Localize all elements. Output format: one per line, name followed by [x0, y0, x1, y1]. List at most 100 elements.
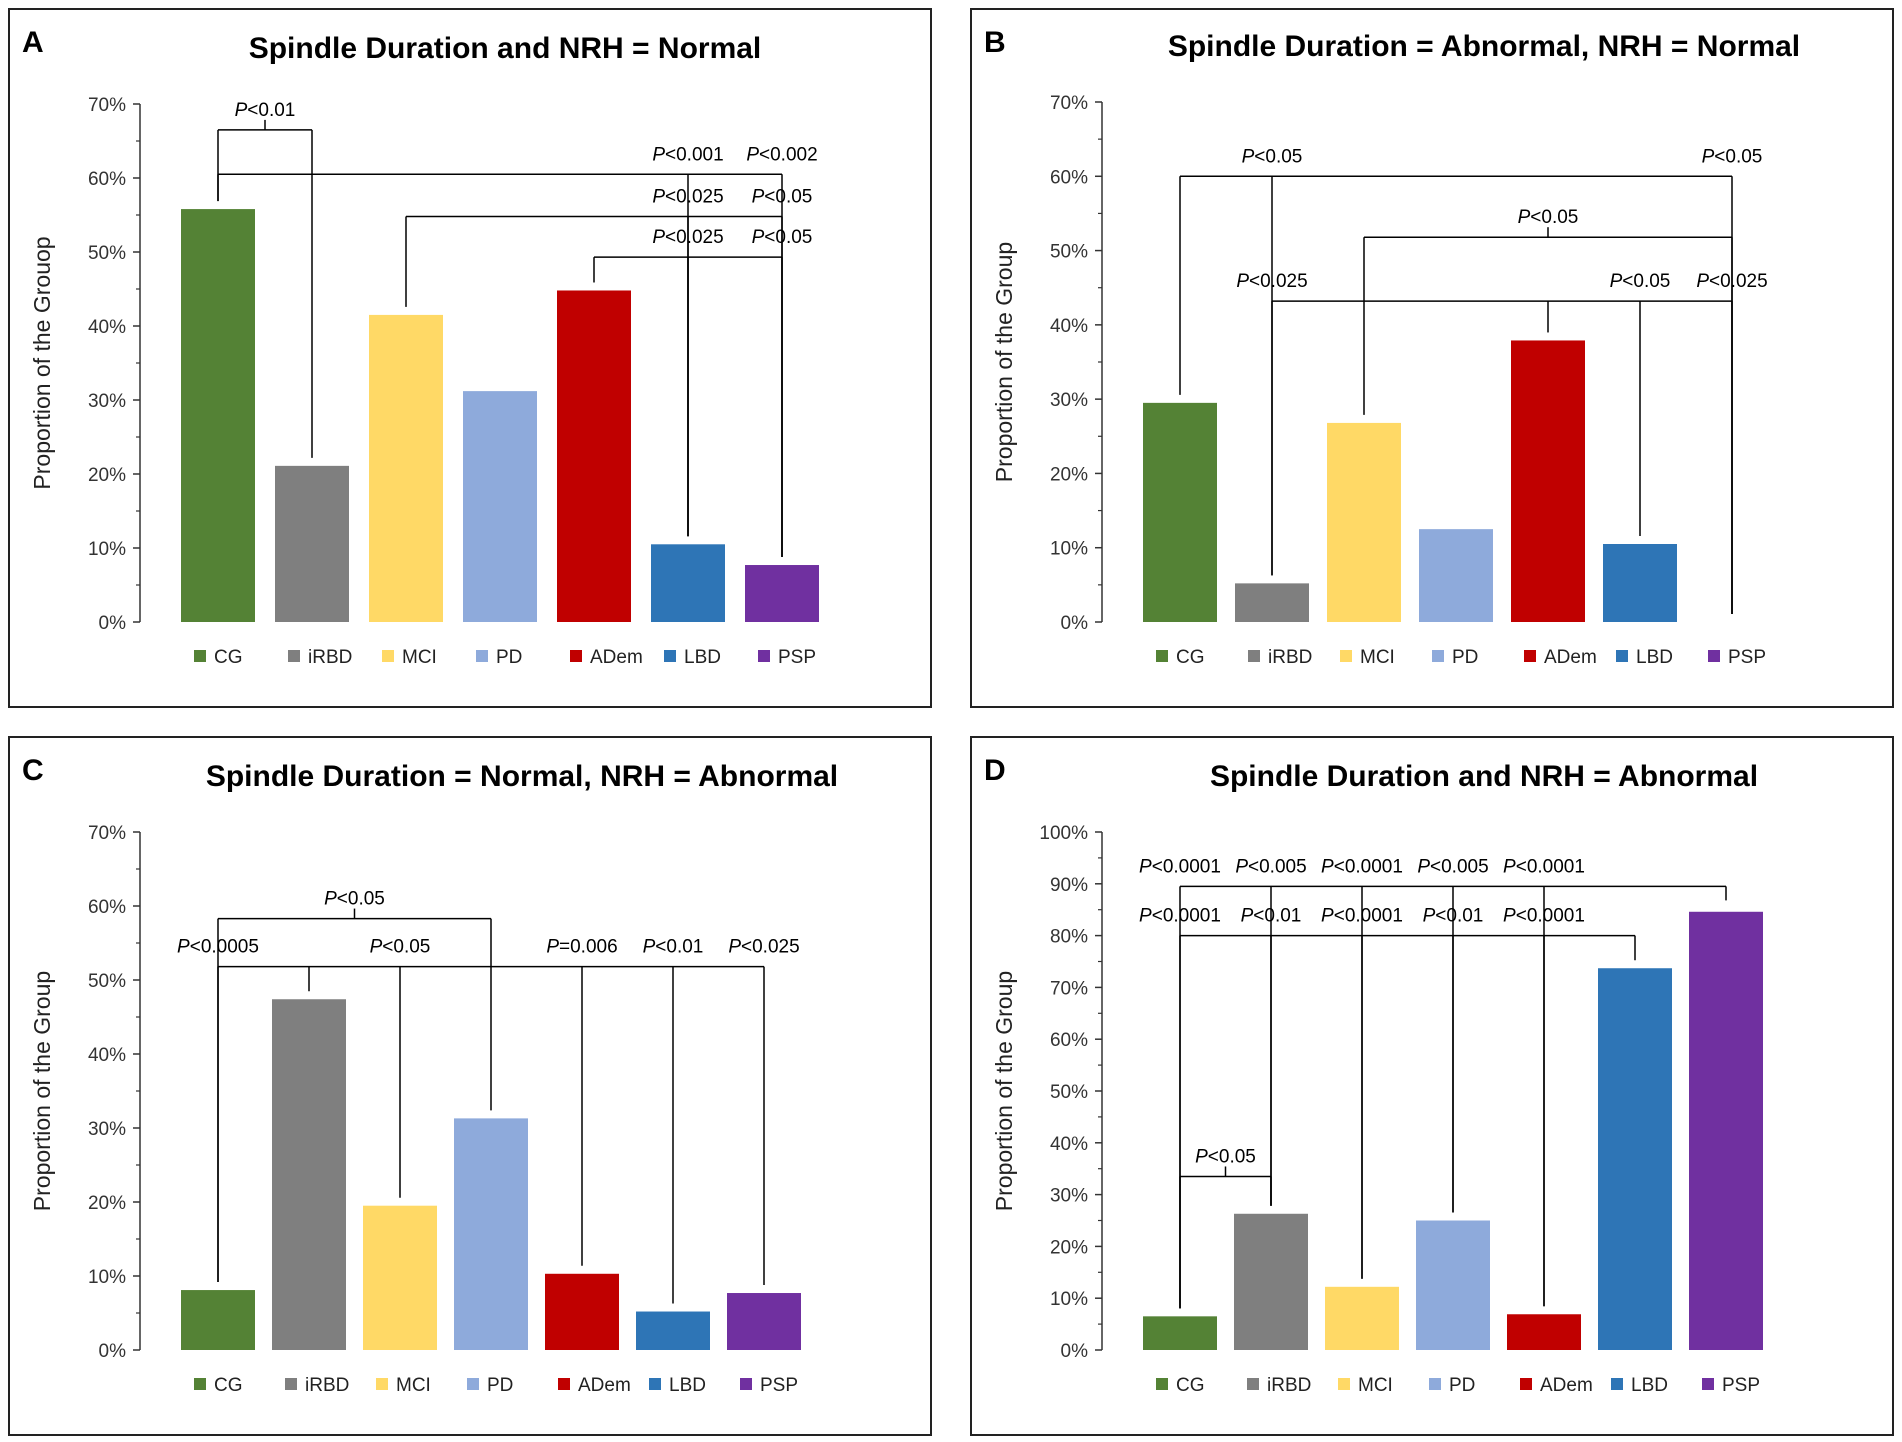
- p-value-label: P<0.001: [652, 144, 723, 165]
- legend-swatch-cg: [1156, 1378, 1168, 1390]
- bar-adem: [1511, 340, 1585, 622]
- y-tick-label: 40%: [88, 317, 126, 338]
- y-axis-label: Proportion of the Group: [29, 971, 55, 1211]
- legend-swatch-psp: [1702, 1378, 1714, 1390]
- y-tick-label: 40%: [88, 1045, 126, 1066]
- y-tick-label: 0%: [99, 613, 127, 634]
- p-value-label: P<0.025: [652, 227, 723, 248]
- legend-label-pd: PD: [1449, 1375, 1475, 1396]
- p-value-label: P<0.005: [1235, 856, 1306, 877]
- p-value-label: P<0.05: [370, 937, 431, 958]
- p-value-label: P<0.01: [643, 937, 704, 958]
- p-value-label: P<0.05: [1195, 1146, 1256, 1167]
- legend-label-cg: CG: [214, 1375, 243, 1396]
- legend-label-mci: MCI: [396, 1375, 431, 1396]
- p-value-label: P<0.0001: [1139, 856, 1221, 877]
- legend-swatch-pd: [467, 1378, 479, 1390]
- y-tick-label: 100%: [1039, 823, 1088, 844]
- legend-label-pd: PD: [496, 647, 522, 668]
- bar-lbd: [651, 544, 725, 622]
- bar-pd: [1419, 529, 1493, 622]
- y-tick-label: 20%: [1050, 1237, 1088, 1258]
- bar-mci: [1325, 1286, 1399, 1350]
- y-tick-label: 50%: [88, 971, 126, 992]
- y-tick-label: 60%: [88, 897, 126, 918]
- legend-swatch-cg: [194, 650, 206, 662]
- y-tick-label: 60%: [1050, 167, 1088, 188]
- bar-psp: [727, 1293, 801, 1350]
- legend-swatch-psp: [740, 1378, 752, 1390]
- legend-label-adem: ADem: [578, 1375, 631, 1396]
- p-value-label: P<0.0001: [1321, 906, 1403, 927]
- p-value-label: P<0.05: [1242, 146, 1303, 167]
- p-value-label: P<0.005: [1417, 856, 1488, 877]
- legend-swatch-psp: [758, 650, 770, 662]
- legend-label-adem: ADem: [1544, 647, 1597, 668]
- p-value-label: P<0.0001: [1503, 906, 1585, 927]
- y-tick-label: 60%: [88, 169, 126, 190]
- y-tick-label: 20%: [88, 465, 126, 486]
- legend-swatch-pd: [476, 650, 488, 662]
- legend-label-psp: PSP: [760, 1375, 798, 1396]
- legend-label-irbd: iRBD: [308, 647, 352, 668]
- y-tick-label: 10%: [88, 539, 126, 560]
- y-tick-label: 0%: [1061, 613, 1089, 634]
- p-value-label: P<0.05: [752, 227, 813, 248]
- y-tick-label: 90%: [1050, 875, 1088, 896]
- p-value-label: P<0.05: [752, 186, 813, 207]
- y-tick-label: 0%: [1061, 1341, 1089, 1362]
- bar-psp: [745, 565, 819, 622]
- y-tick-label: 0%: [99, 1341, 127, 1362]
- legend-swatch-lbd: [664, 650, 676, 662]
- legend-label-mci: MCI: [1360, 647, 1395, 668]
- legend-swatch-irbd: [1248, 650, 1260, 662]
- legend-swatch-mci: [1340, 650, 1352, 662]
- chart-title: Spindle Duration = Abnormal, NRH = Norma…: [1168, 30, 1800, 63]
- legend-swatch-mci: [1338, 1378, 1350, 1390]
- legend-swatch-adem: [1520, 1378, 1532, 1390]
- panel-letter: D: [984, 754, 1006, 787]
- panel-letter: B: [984, 26, 1006, 59]
- p-value-label: P<0.05: [1610, 271, 1671, 292]
- legend-swatch-lbd: [1611, 1378, 1623, 1390]
- legend-label-lbd: LBD: [1636, 647, 1673, 668]
- p-value-label: P<0.01: [1241, 906, 1302, 927]
- legend-swatch-psp: [1708, 650, 1720, 662]
- y-tick-label: 30%: [1050, 1186, 1088, 1207]
- bar-pd: [463, 391, 537, 622]
- legend-swatch-pd: [1429, 1378, 1441, 1390]
- chart-a-svg: A Spindle Duration and NRH = Normal 0% 10…: [22, 26, 819, 668]
- legend-label-cg: CG: [1176, 1375, 1205, 1396]
- legend-label-psp: PSP: [1722, 1375, 1760, 1396]
- p-value-label: P<0.01: [235, 100, 296, 121]
- bar-irbd: [272, 999, 346, 1350]
- y-tick-label: 70%: [88, 823, 126, 844]
- bar-cg: [1143, 402, 1217, 622]
- y-tick-label: 70%: [88, 95, 126, 116]
- y-tick-label: 40%: [1050, 316, 1088, 337]
- y-tick-label: 70%: [1050, 978, 1088, 999]
- chart-b-svg: B Spindle Duration = Abnormal, NRH = Nor…: [984, 26, 1800, 668]
- panel-c: C Spindle Duration = Normal, NRH = Abnor…: [8, 736, 932, 1436]
- y-tick-label: 20%: [88, 1193, 126, 1214]
- y-tick-label: 10%: [1050, 1289, 1088, 1310]
- y-tick-label: 60%: [1050, 1030, 1088, 1051]
- y-axis-label: Proportion of the Group: [991, 971, 1017, 1211]
- p-value-label: P<0.0001: [1139, 906, 1221, 927]
- y-axis-label: Proportion of the Grouop: [29, 236, 55, 489]
- y-tick-label: 80%: [1050, 927, 1088, 948]
- p-value-label: P<0.0005: [177, 937, 259, 958]
- chart-c-svg: C Spindle Duration = Normal, NRH = Abnor…: [22, 754, 838, 1396]
- p-value-label: P<0.01: [1423, 906, 1484, 927]
- bar-irbd: [275, 465, 349, 622]
- bar-adem: [545, 1273, 619, 1350]
- bar-adem: [557, 290, 631, 622]
- panel-letter: A: [22, 26, 44, 59]
- bar-mci: [1327, 422, 1401, 622]
- bar-lbd: [1598, 968, 1672, 1350]
- legend-label-psp: PSP: [1728, 647, 1766, 668]
- legend-label-pd: PD: [1452, 647, 1478, 668]
- panel-b: B Spindle Duration = Abnormal, NRH = Nor…: [970, 8, 1894, 708]
- y-axis-label: Proportion of the Group: [991, 242, 1017, 482]
- chart-title: Spindle Duration = Normal, NRH = Abnorma…: [206, 760, 838, 793]
